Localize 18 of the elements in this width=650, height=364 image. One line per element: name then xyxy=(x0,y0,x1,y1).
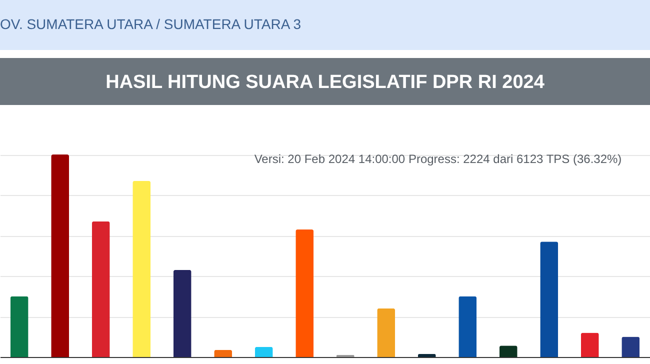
bar xyxy=(296,229,314,357)
bar xyxy=(10,296,28,357)
chart-title: HASIL HITUNG SUARA LEGISLATIF DPR RI 2024 xyxy=(106,72,545,93)
bar xyxy=(254,346,273,357)
bar xyxy=(418,354,436,357)
bar xyxy=(51,154,70,357)
bar xyxy=(540,242,558,357)
annotation: Versi: 20 Feb 2024 14:00:00 Progress: 2224 dari 6123 TPS (36.32%) xyxy=(254,152,622,166)
bar xyxy=(499,346,518,357)
bar xyxy=(377,308,396,357)
bar xyxy=(132,180,151,357)
bar xyxy=(173,270,192,357)
bar xyxy=(92,221,110,357)
bar xyxy=(622,336,640,357)
bar xyxy=(580,332,599,357)
bar xyxy=(458,296,477,357)
text: OV. SUMATERA UTARA / SUMATERA UTARA 3 xyxy=(0,16,302,32)
bar xyxy=(214,350,232,357)
